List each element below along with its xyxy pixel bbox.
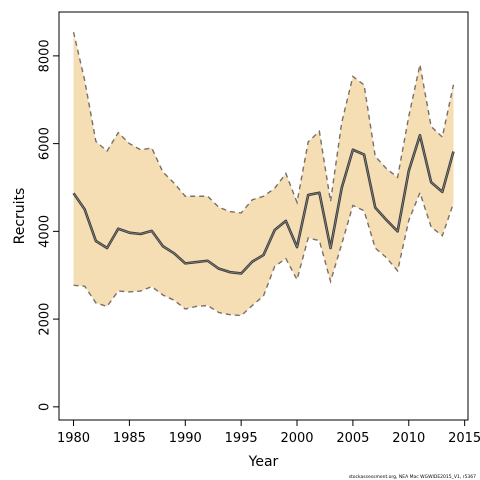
confidence-band [73, 32, 454, 316]
y-tick-label: 4000 [38, 215, 53, 248]
upper-bound-line [72, 32, 455, 214]
x-tick-label: 2000 [280, 431, 313, 446]
estimate-line-layer [72, 133, 455, 275]
x-axis-title: Year [248, 454, 279, 470]
y-axis-title: Recruits [12, 188, 28, 245]
confidence-band-layer [72, 32, 455, 317]
estimate-line-highlight [73, 134, 454, 274]
x-tick-label: 2015 [448, 431, 480, 446]
x-tick-label: 1985 [113, 431, 146, 446]
x-tick-label: 2005 [336, 431, 369, 446]
footnote: stockassessment.org, NEA Mac WGWIDE2015_… [349, 474, 476, 480]
plot-frame [58, 11, 469, 421]
y-axis: 0 2000 4000 6000 8000 [38, 39, 59, 411]
y-tick-label: 8000 [38, 39, 53, 72]
x-tick-label: 1980 [57, 431, 90, 446]
x-axis: 1980 1985 1990 1995 2000 2005 2010 2015 [57, 420, 480, 446]
x-tick-label: 2010 [392, 431, 425, 446]
lower-bound-line [73, 190, 455, 317]
y-tick-label: 2000 [38, 303, 53, 336]
x-tick-label: 1995 [225, 431, 258, 446]
y-tick-label: 0 [38, 403, 53, 411]
y-tick-label: 6000 [38, 127, 53, 160]
x-tick-label: 1990 [169, 431, 202, 446]
